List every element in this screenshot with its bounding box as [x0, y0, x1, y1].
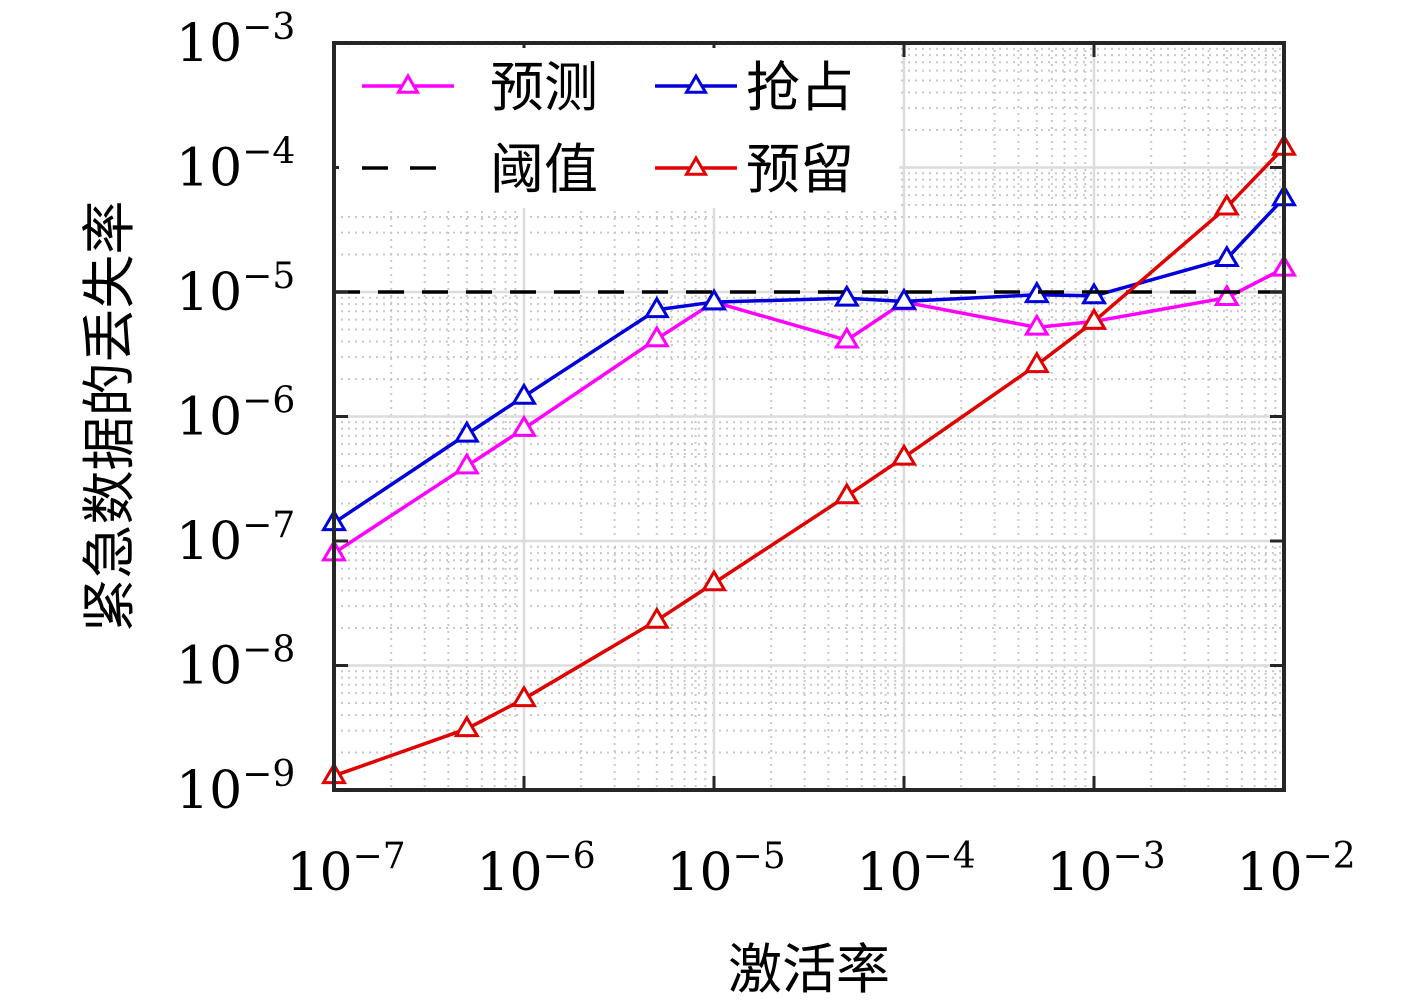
minor-grid: [334, 43, 1284, 790]
data-point-marker: [1023, 313, 1050, 336]
data-point-marker: [1213, 193, 1240, 216]
y-tick-label: 10−6: [176, 381, 295, 448]
data-point-marker: [1213, 283, 1240, 307]
data-point-marker: [510, 414, 538, 437]
x-axis-title: 激活率: [728, 938, 890, 1001]
data-point-marker: [453, 420, 480, 443]
data-point-marker: [643, 324, 670, 348]
legend-marker: [683, 73, 709, 94]
legend-marker: [395, 73, 421, 94]
y-tick-label: 10−9: [176, 754, 295, 821]
series-抢占: [320, 183, 1298, 532]
legend-label: 抢占: [746, 56, 854, 119]
legend-marker: [683, 155, 709, 176]
legend-box: [339, 48, 899, 208]
x-axis-ticks: 10−7 10−6 10−5 10−4 10−3 10−2: [286, 43, 1356, 903]
data-point-marker: [700, 569, 728, 592]
series-预测: [320, 254, 1298, 562]
series-line: [333, 266, 1285, 555]
data-point-marker: [890, 443, 918, 466]
y-axis-title: 紧急数据的丢失率: [78, 201, 141, 633]
data-point-marker: [890, 287, 918, 310]
x-tick-label: 10−5: [666, 836, 785, 903]
y-tick-label: 10−5: [176, 256, 295, 323]
legend-item-预留: 预留: [655, 138, 854, 201]
x-tick-label: 10−6: [476, 836, 595, 903]
data-point-marker: [510, 382, 538, 405]
data-point-marker: [1080, 281, 1108, 305]
series-layer: [320, 133, 1298, 785]
y-tick-label: 10−7: [176, 505, 295, 572]
data-point-marker: [833, 326, 860, 349]
legend-label: 阈值: [490, 138, 598, 201]
legend-label: 预测: [490, 56, 598, 119]
y-tick-label: 10−3: [176, 7, 295, 74]
x-tick-label: 10−4: [856, 836, 975, 903]
y-axis-ticks: 10−9 10−8 10−7 10−6 10−5 10−4 10−3: [176, 7, 1284, 821]
data-point-marker: [700, 288, 728, 311]
data-point-marker: [1213, 244, 1240, 268]
data-point-marker: [643, 606, 670, 629]
legend-label: 预留: [746, 138, 854, 201]
data-point-marker: [833, 284, 860, 307]
data-point-marker: [1080, 307, 1108, 330]
legend-item-预测: 预测: [362, 56, 598, 119]
legend-item-抢占: 抢占: [655, 56, 854, 119]
x-tick-label: 10−2: [1236, 836, 1355, 903]
y-tick-label: 10−8: [176, 630, 295, 697]
data-point-marker: [1023, 350, 1050, 374]
data-point-marker: [643, 295, 670, 319]
data-point-marker: [510, 684, 538, 708]
data-point-marker: [453, 452, 480, 475]
x-tick-label: 10−7: [286, 836, 405, 903]
x-tick-label: 10−3: [1046, 836, 1165, 903]
y-tick-label: 10−4: [176, 132, 295, 199]
data-point-marker: [833, 481, 860, 505]
legend-item-阈值: 阈值: [362, 138, 598, 201]
data-point-marker: [453, 714, 480, 738]
